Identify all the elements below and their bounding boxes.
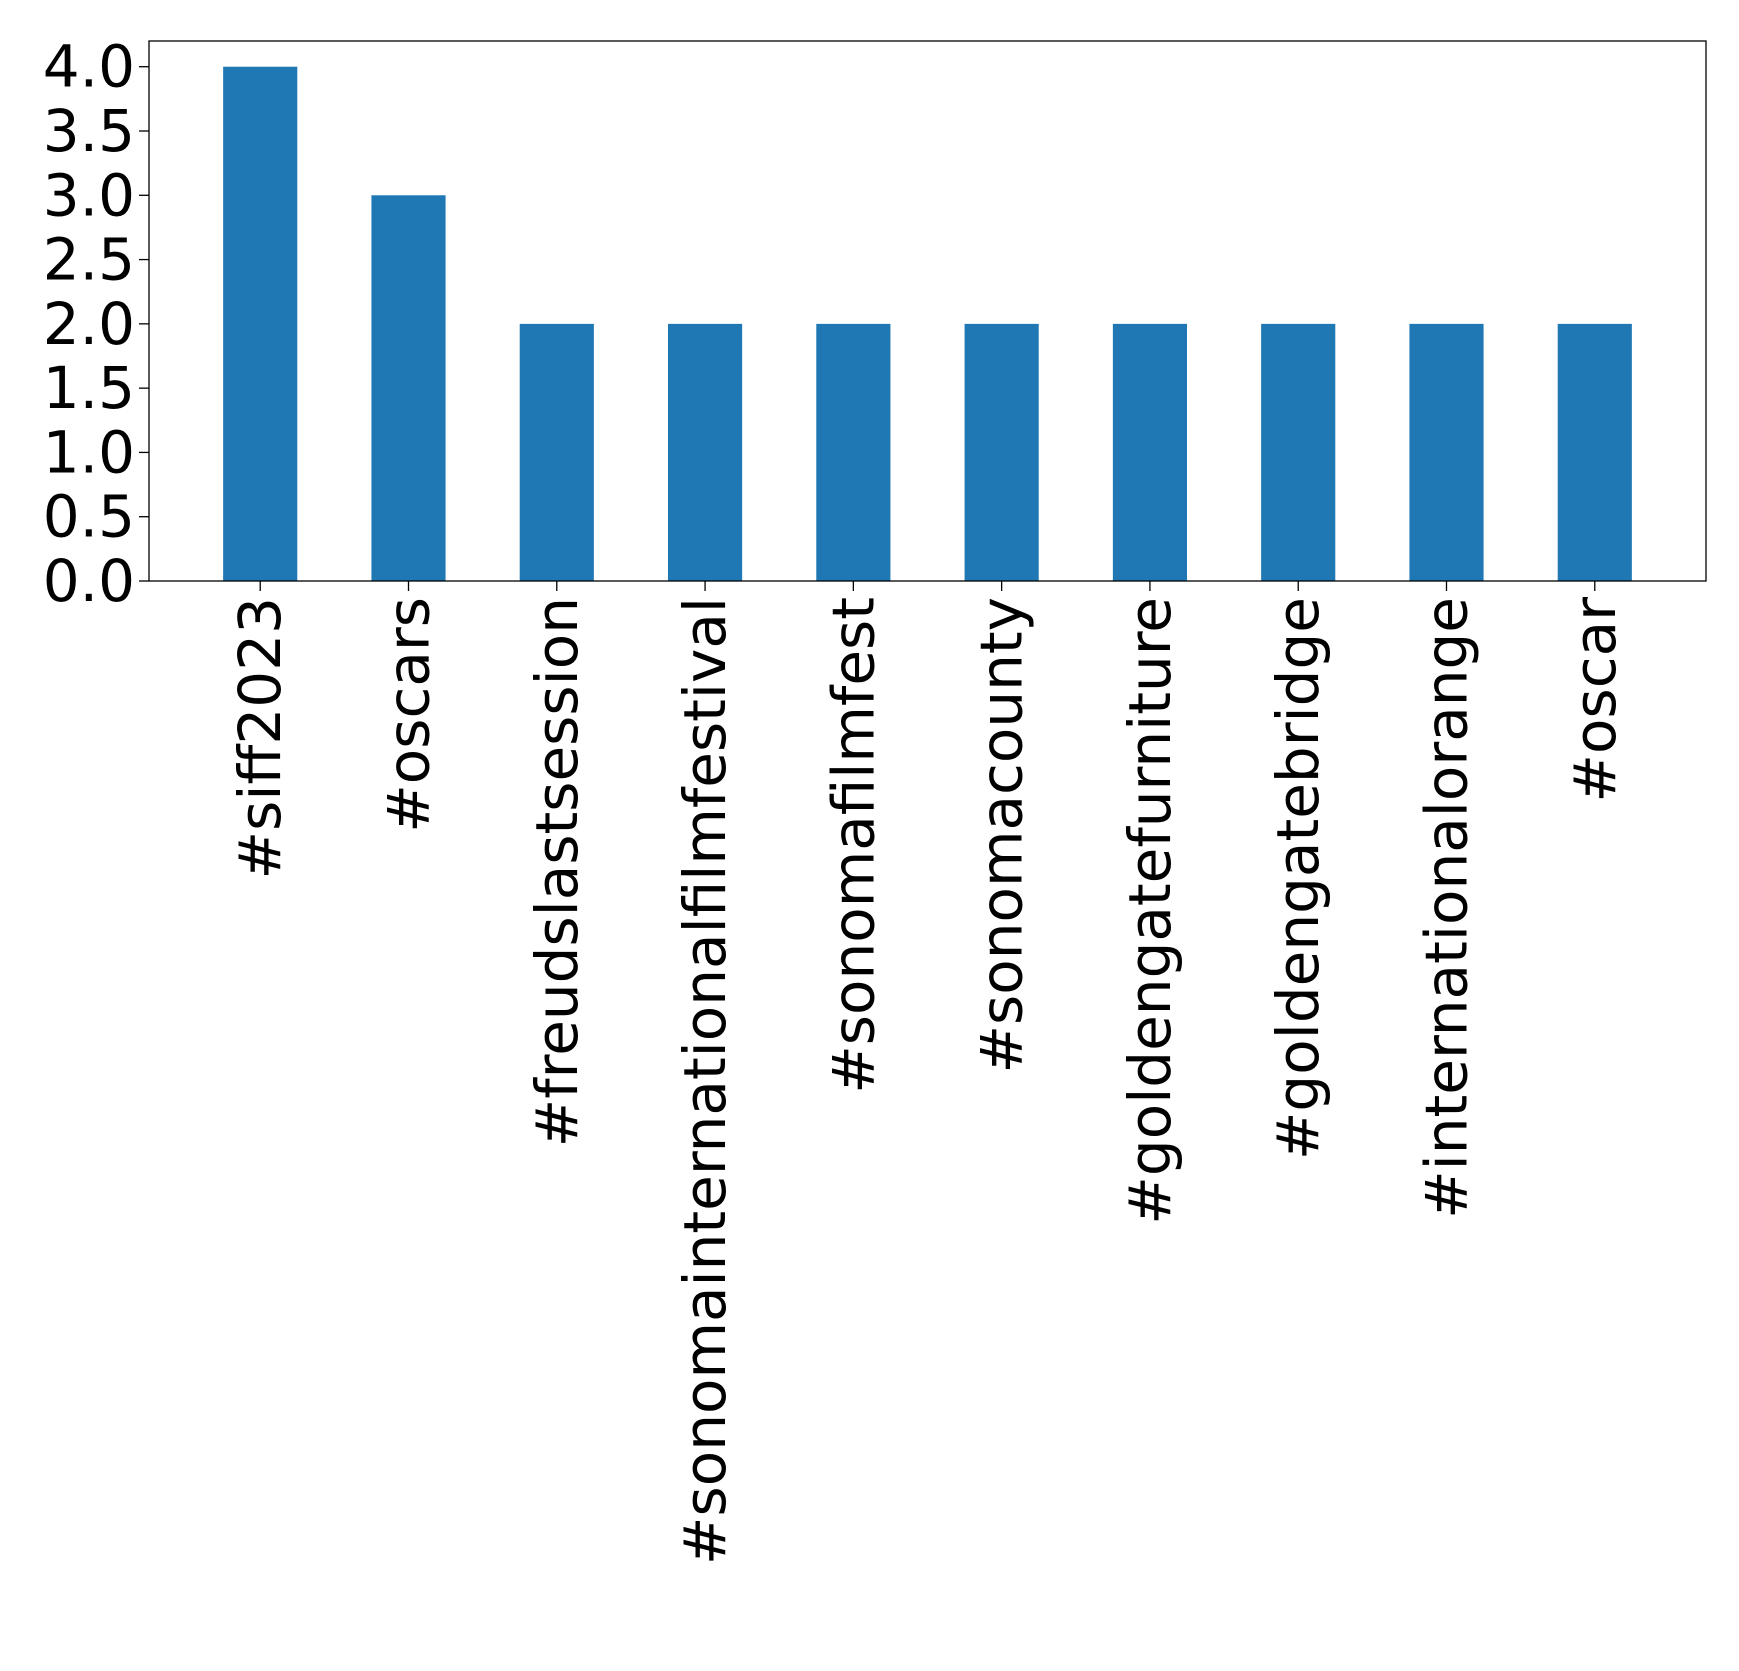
x-tick-label: #oscar [1561, 597, 1629, 803]
y-tick-label: 2.5 [43, 226, 135, 294]
bar-2 [519, 323, 594, 581]
x-tick-label: #freudslastsession [523, 597, 591, 1147]
y-tick-label: 4.0 [43, 33, 135, 101]
bar-4 [816, 323, 891, 581]
y-tick-label: 0.0 [43, 547, 135, 615]
y-tick-label: 3.5 [43, 97, 135, 165]
x-tick-label: #sonomacounty [968, 597, 1036, 1074]
bar-0 [223, 66, 298, 581]
x-tick-label: #siff2023 [226, 597, 294, 880]
plot-area-frame [148, 40, 1707, 582]
y-tick-label: 2.0 [43, 290, 135, 358]
x-axis: #siff2023 #oscars #freudslastsession #sonom… [226, 581, 1629, 1565]
y-tick-label: 3.0 [43, 161, 135, 229]
y-tick-label: 1.5 [43, 354, 135, 422]
bar-3 [668, 323, 743, 581]
bar-7 [1261, 323, 1336, 581]
bar-8 [1409, 323, 1484, 581]
bars-layer [223, 66, 1632, 582]
bar-5 [964, 323, 1039, 581]
y-tick-label: 1.0 [43, 418, 135, 486]
bar-6 [1112, 323, 1187, 581]
x-tick-label: #goldengatefurniture [1116, 597, 1184, 1225]
x-tick-label: #oscars [375, 597, 443, 833]
bar-9 [1557, 323, 1632, 581]
y-tick-label: 0.5 [43, 483, 135, 551]
x-tick-label: #goldengatebridge [1264, 597, 1332, 1160]
x-tick-label: #internationalorange [1413, 597, 1481, 1219]
x-tick-label: #sonomainternationalfilmfestival [671, 597, 739, 1565]
bar-1 [371, 195, 446, 582]
y-axis: 0.00.51.01.52.02.53.03.54.0 [43, 33, 149, 615]
x-tick-label: #sonomafilmfest [819, 597, 887, 1094]
